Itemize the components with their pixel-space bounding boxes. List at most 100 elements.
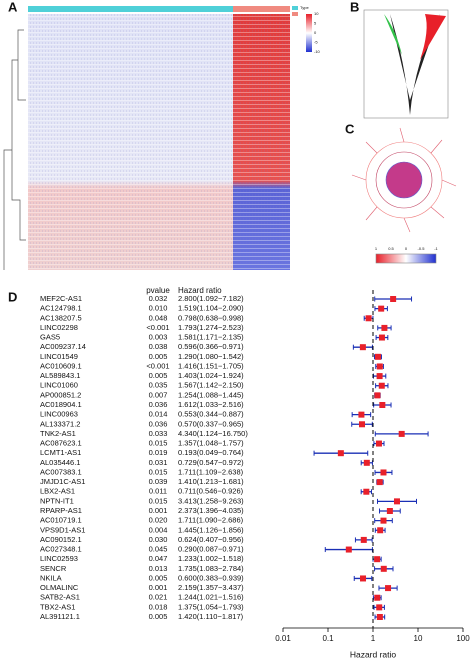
- pvalue: 0.001: [149, 583, 168, 592]
- row-label: AC007383.1: [40, 467, 82, 476]
- pvalue: 0.005: [149, 612, 168, 621]
- pvalue: 0.021: [149, 593, 168, 602]
- row-label: AL589843.1: [40, 371, 80, 380]
- pvalue: 0.048: [149, 313, 168, 322]
- pvalue: 0.033: [149, 429, 168, 438]
- row-label: SATB2-AS1: [40, 593, 80, 602]
- panel-label: A: [8, 0, 18, 14]
- hazard-ratio-marker: [376, 363, 383, 370]
- pvalue: 0.001: [149, 506, 168, 515]
- hazard-ratio-label: 1.445(1.126−1.856): [178, 525, 244, 534]
- row-label: OLMALINC: [40, 583, 79, 592]
- hazard-ratio-label: 3.413(1.258−9.263): [178, 496, 244, 505]
- hazard-ratio-label: 1.711(1.090−2.686): [178, 516, 244, 525]
- hazard-ratio-label: 0.600(0.383−0.939): [178, 573, 244, 582]
- hazard-ratio-label: 2.373(1.396−4.035): [178, 506, 244, 515]
- row-label: MEF2C-AS1: [40, 294, 82, 303]
- hazard-ratio-marker: [345, 546, 352, 553]
- pvalue: 0.045: [149, 545, 168, 554]
- pvalue: 0.020: [149, 516, 168, 525]
- hazard-ratio-label: 1.403(1.024−1.924): [178, 371, 244, 380]
- hazard-ratio-marker: [358, 411, 365, 418]
- pvalue: 0.013: [149, 564, 168, 573]
- hazard-ratio-marker: [376, 604, 383, 611]
- pvalue: 0.007: [149, 390, 168, 399]
- x-tick-label: 100: [456, 634, 470, 643]
- row-label: NPTN-IT1: [40, 496, 74, 505]
- hazard-ratio-marker: [386, 508, 393, 514]
- panel-label: D: [8, 289, 17, 304]
- row-label: RPARP-AS1: [40, 506, 82, 515]
- pvalue: 0.015: [149, 496, 168, 505]
- pvalue: 0.039: [149, 477, 168, 486]
- hazard-ratio-label: 1.254(1.088−1.445): [178, 390, 244, 399]
- pvalue: <0.001: [146, 323, 169, 332]
- hazard-ratio-label: 4.340(1.124−16.750): [178, 429, 248, 438]
- hazard-ratio-marker: [376, 479, 383, 486]
- row-label: SENCR: [40, 564, 67, 573]
- pvalue: 0.005: [149, 352, 168, 361]
- hazard-ratio-marker: [359, 421, 366, 428]
- row-label: AC087623.1: [40, 439, 82, 448]
- row-label: JMJD1C-AS1: [40, 477, 85, 486]
- row-label: GAS5: [40, 333, 60, 342]
- row-label: AP000851.2: [40, 390, 81, 399]
- row-label: AC010719.1: [40, 516, 82, 525]
- hazard-ratio-label: 0.596(0.366−0.971): [178, 342, 244, 351]
- hazard-ratio-marker: [380, 565, 387, 572]
- x-tick-label: 0.01: [275, 634, 291, 643]
- hazard-ratio-marker: [377, 527, 384, 534]
- row-label: NKILA: [40, 573, 62, 582]
- hazard-ratio-marker: [363, 459, 370, 466]
- row-label: LINC02298: [40, 323, 78, 332]
- pvalue: 0.015: [149, 467, 168, 476]
- hazard-ratio-marker: [359, 344, 366, 351]
- hazard-ratio-marker: [360, 575, 367, 582]
- hazard-ratio-label: 1.244(1.021−1.516): [178, 593, 244, 602]
- hazard-ratio-marker: [374, 556, 381, 563]
- row-label: LINC02593: [40, 554, 78, 563]
- scale-tick-label: -10: [314, 49, 321, 54]
- column-header: pvalue: [146, 286, 170, 295]
- scale-tick-label: -1: [434, 246, 438, 251]
- row-label: AL035446.1: [40, 458, 80, 467]
- row-label: AC018904.1: [40, 400, 82, 409]
- hazard-ratio-marker: [378, 382, 385, 389]
- row-label: VPS9D1-AS1: [40, 525, 85, 534]
- volcano-plot: [363, 9, 449, 119]
- row-label: LCMT1-AS1: [40, 448, 81, 457]
- hazard-ratio-marker: [375, 440, 382, 447]
- hazard-ratio-label: 1.416(1.151−1.705): [178, 361, 244, 370]
- row-label: AL391121.1: [40, 612, 80, 621]
- row-label: AC010609.1: [40, 361, 82, 370]
- hazard-ratio-label: 1.290(1.080−1.542): [178, 352, 244, 361]
- panel-label: C: [345, 121, 355, 136]
- hazard-ratio-label: 0.624(0.407−0.956): [178, 535, 244, 544]
- hazard-ratio-marker: [376, 373, 383, 380]
- x-tick-label: 1: [371, 634, 376, 643]
- hazard-ratio-marker: [374, 353, 381, 360]
- pvalue: 0.003: [149, 333, 168, 342]
- hazard-ratio-label: 0.729(0.547−0.972): [178, 458, 244, 467]
- pvalue: 0.030: [149, 535, 168, 544]
- pvalue: 0.032: [149, 294, 168, 303]
- pvalue: 0.010: [149, 304, 168, 313]
- column-header: Hazard ratio: [178, 286, 222, 295]
- row-label: AC124798.1: [40, 304, 82, 313]
- pvalue: 0.047: [149, 554, 168, 563]
- hazard-ratio-label: 0.711(0.546−0.926): [178, 487, 244, 496]
- hazard-ratio-label: 0.798(0.638−0.998): [178, 313, 244, 322]
- scale-tick-label: 0: [314, 30, 317, 35]
- pvalue: 0.035: [149, 381, 168, 390]
- hazard-ratio-label: 1.581(1.171−2.135): [178, 333, 244, 342]
- pvalue: 0.005: [149, 573, 168, 582]
- hazard-ratio-marker: [390, 296, 397, 302]
- legend-title: Type: [300, 5, 309, 10]
- scale-tick-label: 1: [375, 246, 378, 251]
- hazard-ratio-marker: [365, 315, 372, 322]
- hazard-ratio-label: 1.519(1.104−2.090): [178, 304, 244, 313]
- hazard-ratio-marker: [393, 498, 400, 505]
- pvalue: 0.019: [149, 448, 168, 457]
- pvalue: 0.014: [149, 410, 168, 419]
- hazard-ratio-marker: [363, 488, 370, 495]
